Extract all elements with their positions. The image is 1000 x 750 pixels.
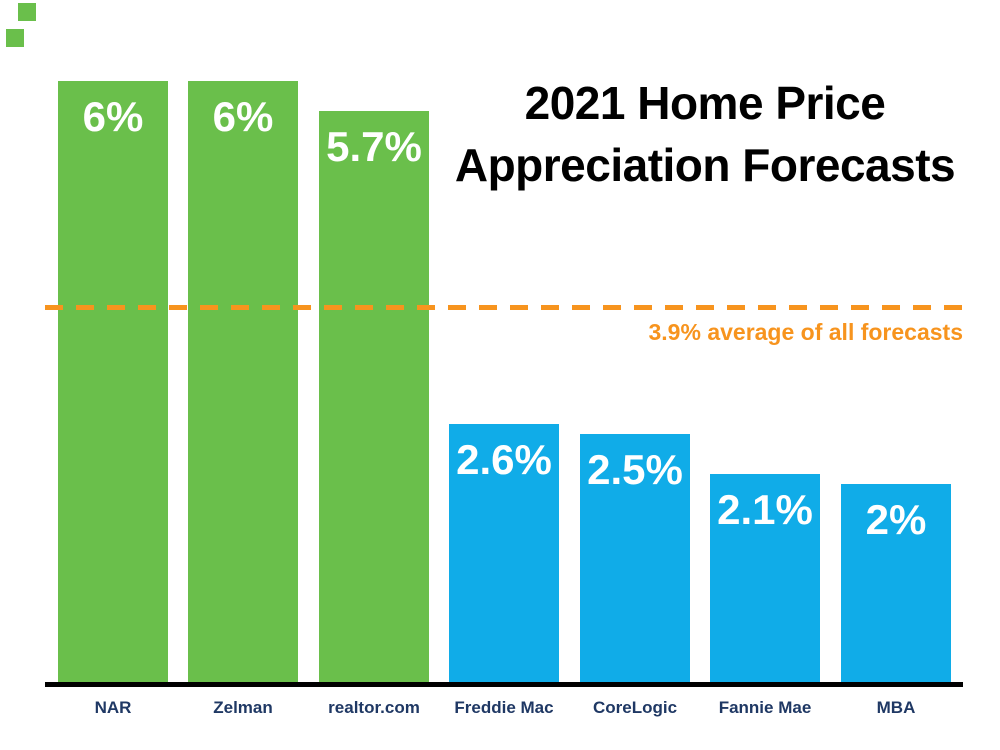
bar-value-label: 2.1%	[717, 486, 813, 533]
category-label-CoreLogic: CoreLogic	[592, 698, 678, 717]
brand-square-icon	[6, 29, 24, 47]
bar-value-label: 2.5%	[587, 446, 683, 493]
category-label-MBA: MBA	[876, 698, 916, 717]
category-label-NAR: NAR	[94, 698, 132, 717]
category-label-Freddie Mac: Freddie Mac	[454, 698, 554, 717]
bar-value-label: 6%	[82, 93, 144, 140]
bar-value-label: 5.7%	[326, 123, 422, 170]
x-axis-line	[45, 682, 963, 687]
bar-NAR: 6%	[58, 81, 168, 686]
chart-title: 2021 Home Price Appreciation Forecasts	[420, 72, 990, 196]
category-label-realtor.com: realtor.com	[328, 698, 420, 717]
category-label-Zelman: Zelman	[213, 698, 273, 717]
average-dashed-line	[45, 305, 963, 310]
category-label-Fannie Mae: Fannie Mae	[718, 698, 812, 717]
average-line-label: 3.9% average of all forecasts	[648, 319, 964, 345]
bar-CoreLogic: 2.5%	[580, 434, 690, 686]
brand-square-icon	[18, 3, 36, 21]
bar-Zelman: 6%	[188, 81, 298, 686]
chart-title-line1: 2021 Home Price	[524, 77, 886, 129]
bar-value-label: 2.6%	[456, 436, 552, 483]
bar-Fannie Mae: 2.1%	[710, 474, 820, 686]
bar-value-label: 2%	[865, 496, 927, 543]
chart-title-line2: Appreciation Forecasts	[454, 139, 956, 191]
bar-realtor.com: 5.7%	[319, 111, 429, 686]
bar-MBA: 2%	[841, 484, 951, 686]
bar-value-label: 6%	[212, 93, 274, 140]
bar-Freddie Mac: 2.6%	[449, 424, 559, 686]
